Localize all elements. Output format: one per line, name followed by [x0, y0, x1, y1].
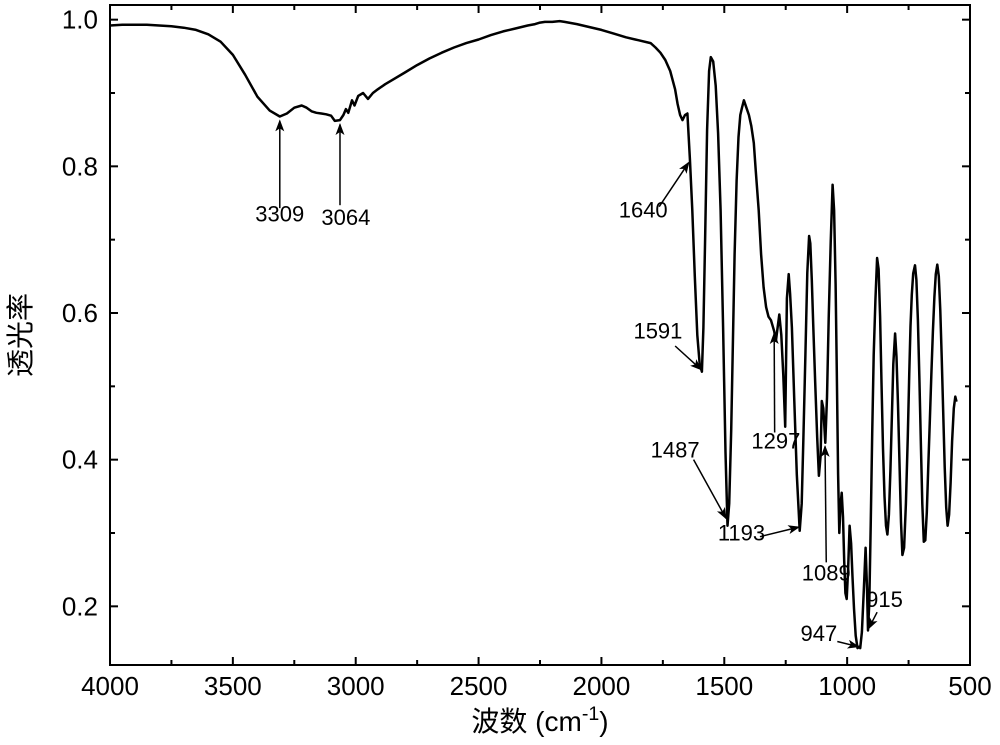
peak-label: 947	[801, 621, 838, 646]
x-tick-label: 3000	[327, 671, 385, 701]
peak-label: 1640	[619, 198, 668, 223]
x-tick-label: 4000	[81, 671, 139, 701]
peak-label: 1487	[651, 437, 700, 462]
ir-spectrum-chart: 4000 3500 3000 2500 2000 1500 1000 500 0.2 0.4 0.6…	[0, 0, 1000, 745]
peak-label: 915	[866, 587, 903, 612]
x-tick-label: 1500	[695, 671, 753, 701]
peak-label: 1591	[633, 319, 682, 344]
y-tick-label: 0.4	[62, 445, 98, 475]
x-tick-label: 500	[948, 671, 991, 701]
x-tick-label: 3500	[204, 671, 262, 701]
peak-label: 3064	[321, 205, 370, 230]
peak-label: 1193	[718, 520, 765, 545]
y-tick-label: 0.6	[62, 298, 98, 328]
y-tick-label: 1.0	[62, 5, 98, 35]
peak-label: 1089	[802, 561, 851, 586]
x-tick-label: 2500	[450, 671, 508, 701]
peak-label: 1297	[751, 429, 800, 454]
y-tick-label: 0.8	[62, 151, 98, 181]
y-tick-label: 0.2	[62, 591, 98, 621]
y-axis-label: 透光率	[5, 293, 36, 377]
x-tick-label: 1000	[818, 671, 876, 701]
x-tick-label: 2000	[573, 671, 631, 701]
peak-label: 3309	[255, 201, 304, 226]
